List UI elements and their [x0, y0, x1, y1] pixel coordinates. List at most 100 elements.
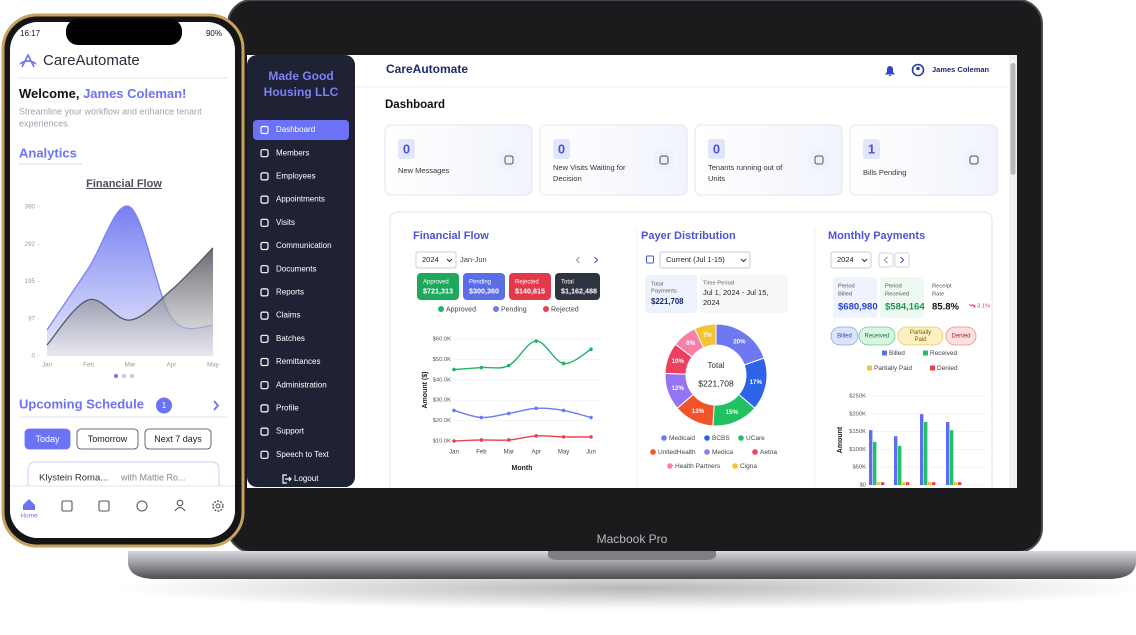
nav-item[interactable] — [136, 500, 148, 512]
laptop-base — [128, 551, 1136, 579]
line-point — [507, 411, 511, 416]
nav-arrow-box[interactable] — [894, 252, 910, 268]
pill-bg — [858, 326, 896, 346]
tab-button[interactable]: Today — [24, 428, 71, 450]
welcome-heading: Welcome, James Coleman! — [19, 86, 186, 101]
chevron-right[interactable] — [213, 400, 220, 411]
prev-arrow[interactable] — [575, 256, 580, 264]
user-icon[interactable] — [911, 63, 925, 77]
menu-item[interactable]: Visits — [260, 218, 295, 227]
select-box — [659, 251, 751, 269]
tab-button[interactable]: Tomorrow — [76, 428, 139, 450]
donut-label: 17% — [750, 379, 763, 386]
stat-card[interactable]: 0 New Messages — [384, 124, 533, 196]
prev-arrow[interactable] — [883, 256, 888, 264]
bar — [877, 482, 881, 485]
section-title: Analytics — [19, 145, 77, 160]
summary-amount: $140,815 — [515, 286, 545, 295]
menu-label: Dashboard — [276, 125, 315, 134]
carousel-dot[interactable] — [114, 374, 118, 378]
select-box — [830, 251, 872, 269]
menu-item[interactable]: Profile — [260, 404, 299, 413]
summary-badge — [555, 273, 600, 300]
nav-item[interactable] — [174, 499, 186, 512]
card-label: New Messages — [398, 166, 450, 175]
donut-label: 10% — [672, 358, 685, 365]
menu-label: Support — [276, 427, 305, 436]
legend-label: Approved — [446, 306, 476, 313]
calendar-icon[interactable] — [646, 255, 654, 264]
card-badge — [708, 139, 725, 159]
next-arrow[interactable] — [594, 256, 599, 264]
menu-item[interactable]: Reports — [260, 288, 304, 297]
tab-button[interactable]: Next 7 days — [144, 428, 212, 450]
menu-icon — [260, 450, 269, 459]
nav-arrow-box[interactable] — [878, 252, 894, 268]
legend-dot — [661, 435, 667, 441]
brand: CareAutomate — [386, 62, 468, 76]
bar — [873, 441, 877, 485]
base-notch — [548, 551, 716, 560]
nav-item[interactable] — [98, 500, 110, 512]
menu-item[interactable]: Appointments — [260, 195, 325, 204]
filter-pill[interactable]: Denied — [945, 326, 977, 346]
donut-label: 8% — [686, 340, 695, 347]
select[interactable]: 2024 — [830, 251, 872, 269]
menu-item[interactable]: Speech to Text — [260, 450, 330, 459]
menu-item[interactable]: Communication — [260, 241, 332, 250]
bell-icon[interactable] — [885, 66, 895, 76]
filter-pill[interactable]: Billed — [830, 326, 859, 346]
menu-item[interactable]: Documents — [260, 264, 316, 273]
schedule-name: Klystein Roma... — [39, 473, 108, 484]
menu-item[interactable]: Members — [260, 148, 309, 157]
y-tick-label: $10.0K — [433, 439, 452, 445]
y-tick-label: $50.0K — [433, 357, 452, 363]
logout-button[interactable]: Logout — [282, 474, 319, 484]
menu-item[interactable]: Administration — [260, 380, 327, 389]
stat-label: Rate — [932, 292, 944, 298]
nav-item[interactable] — [61, 500, 73, 512]
card-icon — [969, 155, 979, 165]
card-label: Decision — [553, 174, 582, 183]
select[interactable]: Current (Jul 1-15) — [659, 251, 751, 269]
menu-item[interactable]: Batches — [260, 334, 305, 343]
logout-label: Logout — [294, 474, 319, 483]
card-icon-bg — [808, 149, 830, 171]
select[interactable]: 2024 — [415, 251, 457, 269]
total-label: Payments — [651, 289, 677, 295]
y-tick-label: $60.0K — [433, 337, 452, 343]
stat-card[interactable]: 1 Bills Pending — [849, 124, 998, 196]
line-point — [589, 347, 593, 352]
nav-item[interactable] — [212, 500, 224, 512]
card-value: 0 — [403, 141, 410, 156]
rate-change: 3.1% — [977, 304, 990, 310]
menu-item[interactable]: Employees — [260, 172, 316, 181]
device-label: Macbook Pro — [597, 532, 668, 546]
legend-label: Medica — [712, 449, 733, 456]
menu-item[interactable]: Claims — [260, 311, 300, 320]
area-fill — [47, 247, 213, 356]
stat-card[interactable]: 0 Tenants running out of Units — [694, 124, 843, 196]
stat-card[interactable]: 0 New Visits Waiting for Decision — [539, 124, 688, 196]
nav-icon — [61, 500, 73, 512]
stat-label: Receipt — [932, 284, 952, 290]
card-label: Units — [708, 174, 725, 183]
menu-item[interactable]: Support — [260, 427, 305, 436]
card-label: New Visits Waiting for — [553, 163, 626, 172]
tab-label: Today — [35, 434, 60, 444]
next-arrow[interactable] — [900, 256, 905, 264]
donut-center-value: $221,708 — [698, 378, 734, 388]
filter-pill[interactable]: Received — [858, 326, 896, 346]
welcome-user: James Coleman! — [83, 86, 186, 101]
scrollbar-thumb[interactable] — [1010, 63, 1016, 175]
nav-item[interactable]: Home — [20, 499, 38, 520]
carousel-dot[interactable] — [130, 374, 134, 378]
chart-title: Financial Flow — [86, 178, 162, 190]
donut-label: 12% — [672, 385, 685, 392]
menu-item[interactable]: Dashboard — [253, 120, 349, 140]
y-tick-label: $100K — [849, 447, 866, 453]
line-point — [479, 415, 484, 420]
menu-item[interactable]: Remittances — [260, 357, 320, 366]
carousel-dot[interactable] — [122, 374, 126, 378]
